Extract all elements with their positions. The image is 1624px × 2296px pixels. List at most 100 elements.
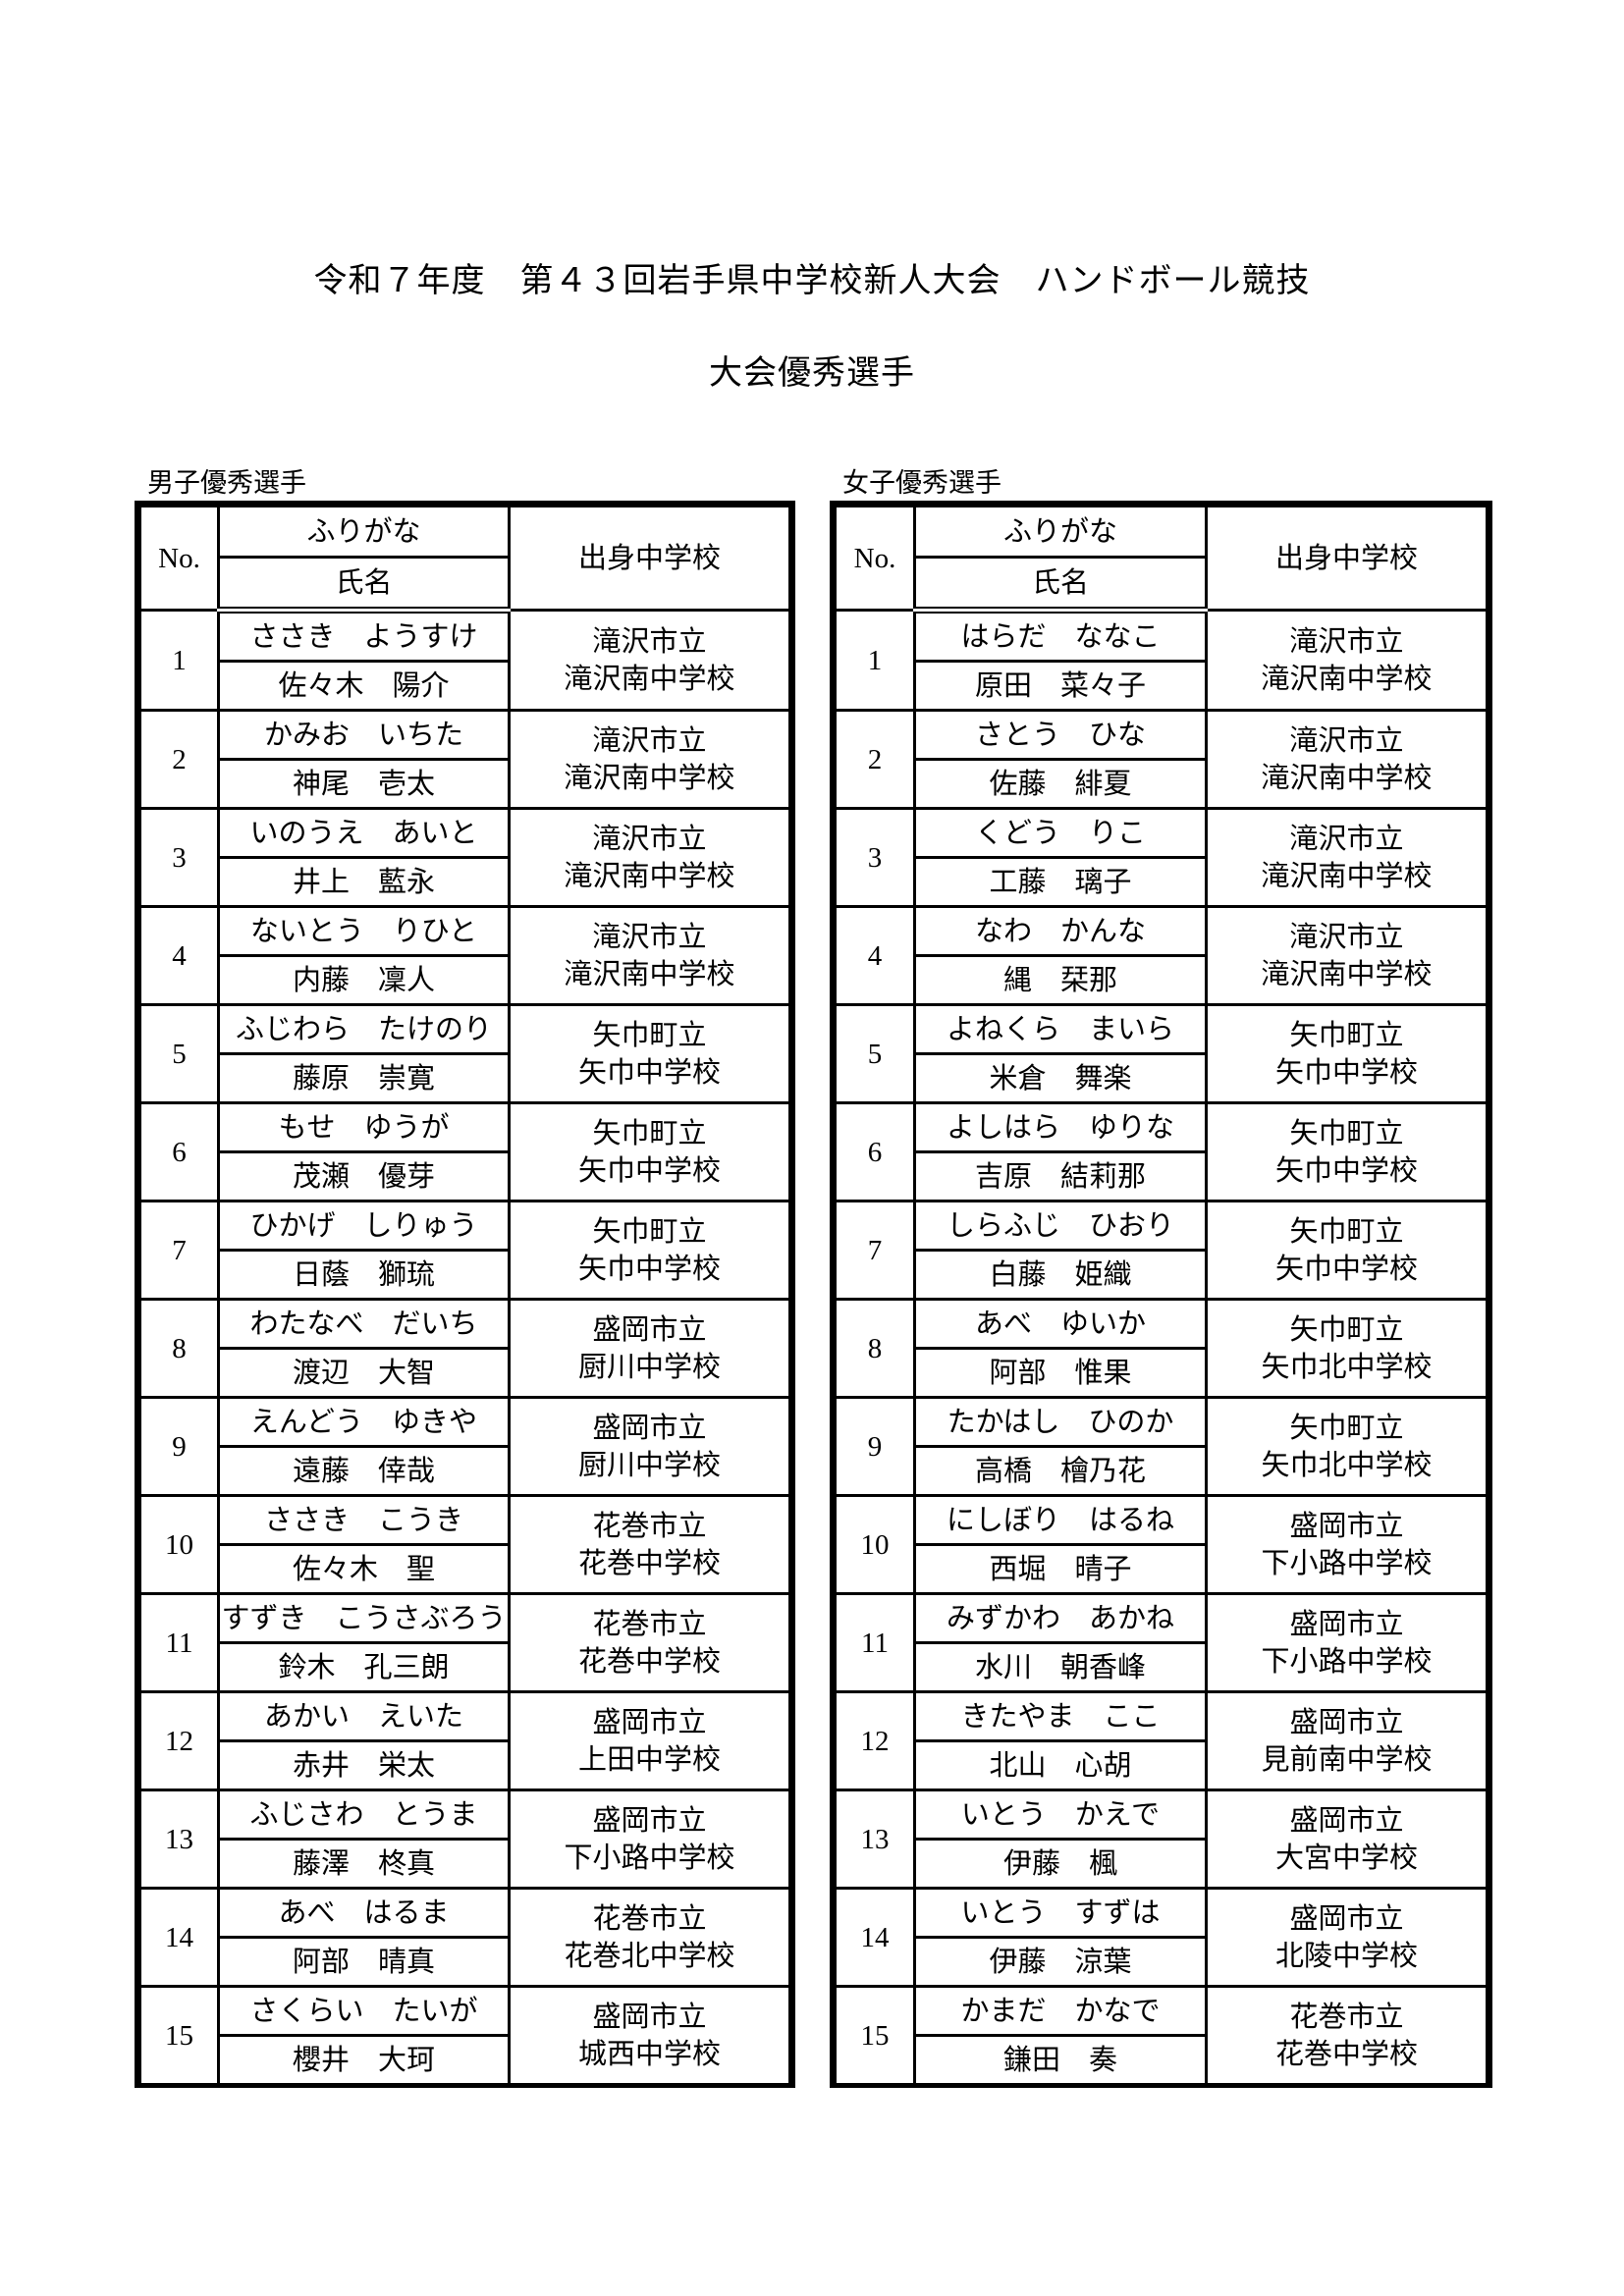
- player-number: 7: [834, 1200, 916, 1301]
- table-row: 3 くどう りこ 滝沢市立 滝沢南中学校: [834, 807, 1489, 908]
- school-name: 滝沢南中学校: [564, 663, 735, 695]
- school-city: 滝沢市立: [1289, 921, 1404, 953]
- player-furigana: ひかげ しりゅう: [217, 1200, 511, 1252]
- header-name: 氏名: [913, 556, 1208, 614]
- table-row: 7 ひかげ しりゅう 矢巾町立 矢巾中学校: [138, 1200, 791, 1301]
- player-furigana: あべ はるま: [217, 1887, 511, 1939]
- player-school: 矢巾町立 矢巾中学校: [508, 1003, 791, 1104]
- player-number: 6: [834, 1101, 916, 1202]
- school-name: 矢巾北中学校: [1261, 1449, 1433, 1481]
- player-furigana: にしぼり はるね: [913, 1494, 1208, 1546]
- school-name: 矢巾中学校: [1274, 1056, 1418, 1089]
- player-number: 1: [138, 609, 220, 712]
- table-row: 5 よねくら まいら 矢巾町立 矢巾中学校: [834, 1003, 1489, 1104]
- player-number: 15: [138, 1985, 220, 2086]
- player-school: 盛岡市立 下小路中学校: [1205, 1592, 1489, 1693]
- player-school: 盛岡市立 厨川中学校: [508, 1396, 791, 1497]
- school-city: 盛岡市立: [1289, 1608, 1404, 1640]
- table-row: 5 ふじわら たけのり 矢巾町立 矢巾中学校: [138, 1003, 791, 1104]
- school-city: 花巻市立: [1289, 2001, 1404, 2033]
- player-name: 佐々木 聖: [217, 1543, 511, 1595]
- school-name: 矢巾北中学校: [1261, 1351, 1433, 1383]
- player-furigana: わたなべ だいち: [217, 1298, 511, 1350]
- player-furigana: たかはし ひのか: [913, 1396, 1208, 1448]
- player-number: 14: [138, 1887, 220, 1988]
- player-school: 滝沢市立 滝沢南中学校: [1205, 609, 1489, 712]
- header-name: 氏名: [217, 556, 511, 614]
- document-title: 令和７年度 第４３回岩手県中学校新人大会 ハンドボール競技: [313, 263, 1311, 299]
- player-name: 井上 藍永: [217, 856, 511, 908]
- player-number: 10: [138, 1494, 220, 1595]
- table-row: 8 わたなべ だいち 盛岡市立 厨川中学校: [138, 1298, 791, 1399]
- player-furigana: あかい えいた: [217, 1690, 511, 1742]
- school-city: 滝沢市立: [1289, 724, 1404, 757]
- player-name: 鎌田 奏: [913, 2034, 1208, 2086]
- player-number: 5: [138, 1003, 220, 1104]
- player-number: 12: [834, 1690, 916, 1791]
- girls-section-label: 女子優秀選手: [842, 468, 1001, 498]
- table-row: 15 さくらい たいが 盛岡市立 城西中学校: [138, 1985, 791, 2086]
- player-school: 盛岡市立 大宮中学校: [1205, 1789, 1489, 1890]
- player-furigana: いのうえ あいと: [217, 807, 511, 859]
- school-city: 盛岡市立: [592, 1706, 707, 1738]
- player-number: 6: [138, 1101, 220, 1202]
- table-row: 11 すずき こうさぶろう 花巻市立 花巻中学校: [138, 1592, 791, 1693]
- player-number: 9: [138, 1396, 220, 1497]
- player-name: 阿部 晴真: [217, 1936, 511, 1988]
- school-name: 滝沢南中学校: [564, 860, 735, 892]
- player-name: 北山 心胡: [913, 1739, 1208, 1791]
- player-name: 赤井 栄太: [217, 1739, 511, 1791]
- player-school: 矢巾町立 矢巾中学校: [1205, 1101, 1489, 1202]
- player-name: 茂瀬 優芽: [217, 1150, 511, 1202]
- table-row: 3 いのうえ あいと 滝沢市立 滝沢南中学校: [138, 807, 791, 908]
- player-school: 花巻市立 花巻中学校: [508, 1592, 791, 1693]
- school-city: 滝沢市立: [592, 724, 707, 757]
- school-name: 花巻北中学校: [564, 1940, 735, 1972]
- table-row: 2 かみお いちた 滝沢市立 滝沢南中学校: [138, 709, 791, 810]
- table-row: 6 よしはら ゆりな 矢巾町立 矢巾中学校: [834, 1101, 1489, 1202]
- school-name: 下小路中学校: [1261, 1547, 1433, 1579]
- document-subtitle: 大会優秀選手: [709, 355, 915, 392]
- player-name: 遠藤 倖哉: [217, 1445, 511, 1497]
- school-city: 矢巾町立: [592, 1117, 707, 1149]
- school-city: 矢巾町立: [592, 1019, 707, 1051]
- player-furigana: かみお いちた: [217, 709, 511, 761]
- player-name: 佐藤 緋夏: [913, 758, 1208, 810]
- school-city: 滝沢市立: [592, 823, 707, 855]
- school-name: 滝沢南中学校: [1261, 762, 1433, 794]
- player-school: 滝沢市立 滝沢南中学校: [1205, 905, 1489, 1006]
- player-furigana: くどう りこ: [913, 807, 1208, 859]
- player-name: 藤原 崇寛: [217, 1052, 511, 1104]
- school-name: 下小路中学校: [564, 1842, 735, 1874]
- school-city: 滝沢市立: [592, 921, 707, 953]
- player-name: 水川 朝香峰: [913, 1641, 1208, 1693]
- table-row: 12 あかい えいた 盛岡市立 上田中学校: [138, 1690, 791, 1791]
- player-name: 内藤 凜人: [217, 954, 511, 1006]
- player-school: 滝沢市立滝沢南中学校: [1205, 709, 1489, 810]
- school-city: 花巻市立: [592, 1510, 707, 1542]
- school-name: 滝沢南中学校: [564, 762, 735, 794]
- player-number: 3: [834, 807, 916, 908]
- table-row: 15 かまだ かなで 花巻市立 花巻中学校: [834, 1985, 1489, 2086]
- school-city: 滝沢市立: [1289, 823, 1404, 855]
- player-school: 花巻市立 花巻中学校: [508, 1494, 791, 1595]
- school-city: 滝沢市立: [1289, 625, 1404, 658]
- player-name: 佐々木 陽介: [217, 660, 511, 712]
- player-furigana: さとう ひな: [913, 709, 1208, 761]
- player-number: 7: [138, 1200, 220, 1301]
- header-no: No.: [138, 505, 220, 612]
- player-name: 縄 栞那: [913, 954, 1208, 1006]
- school-city: 盛岡市立: [1289, 1902, 1404, 1935]
- school-name: 花巻中学校: [577, 1645, 721, 1678]
- school-name: 厨川中学校: [577, 1351, 721, 1383]
- table-row: 9 たかはし ひのか 矢巾町立 矢巾北中学校: [834, 1396, 1489, 1497]
- boys-section-label: 男子優秀選手: [147, 468, 306, 498]
- player-furigana: きたやま ここ: [913, 1690, 1208, 1742]
- school-name: 花巻中学校: [577, 1547, 721, 1579]
- player-name: 神尾 壱太: [217, 758, 511, 810]
- player-school: 盛岡市立 下小路中学校: [1205, 1494, 1489, 1595]
- school-name: 見前南中学校: [1261, 1743, 1433, 1776]
- school-city: 矢巾町立: [1289, 1313, 1404, 1346]
- player-school: 花巻市立 花巻北中学校: [508, 1887, 791, 1988]
- player-number: 9: [834, 1396, 916, 1497]
